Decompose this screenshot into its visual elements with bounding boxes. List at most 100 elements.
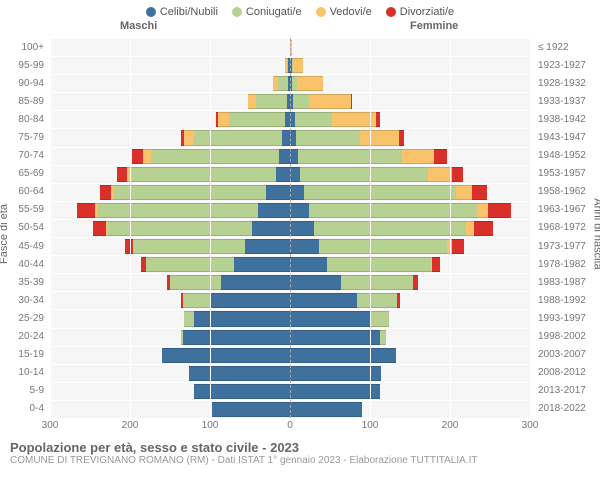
bar-segment-widowed bbox=[466, 221, 474, 236]
bar-segment-divorced bbox=[474, 221, 493, 236]
bar-male bbox=[273, 76, 290, 91]
age-label: 55-59 bbox=[0, 201, 48, 219]
y-axis-year-labels: ≤ 19221923-19271928-19321933-19371938-19… bbox=[534, 38, 600, 418]
bar-segment-married bbox=[256, 94, 286, 109]
bar-male bbox=[167, 275, 290, 290]
age-label: 15-19 bbox=[0, 346, 48, 364]
center-line bbox=[290, 38, 291, 418]
bar-female bbox=[290, 402, 362, 417]
bar-segment-single bbox=[290, 149, 298, 164]
bar-segment-single bbox=[290, 366, 381, 381]
bar-segment-married bbox=[296, 130, 360, 145]
year-label: 1923-1927 bbox=[538, 56, 600, 74]
bar-segment-single bbox=[290, 402, 362, 417]
bar-segment-married bbox=[370, 311, 389, 326]
year-label: 1983-1987 bbox=[538, 273, 600, 291]
bar-segment-divorced bbox=[452, 167, 463, 182]
bar-female bbox=[290, 293, 400, 308]
bar-segment-divorced bbox=[397, 293, 400, 308]
bar-segment-single bbox=[290, 384, 380, 399]
bar-segment-widowed bbox=[477, 203, 488, 218]
legend-item: Celibi/Nubili bbox=[146, 6, 218, 18]
bar-segment-single bbox=[221, 275, 290, 290]
chart-footer: Popolazione per età, sesso e stato civil… bbox=[0, 434, 600, 466]
age-label: 70-74 bbox=[0, 147, 48, 165]
year-label: 1953-1957 bbox=[538, 165, 600, 183]
x-tick: 0 bbox=[287, 420, 293, 431]
age-label: 95-99 bbox=[0, 56, 48, 74]
bar-female bbox=[290, 203, 511, 218]
bar-segment-divorced bbox=[432, 257, 440, 272]
bar-segment-married bbox=[304, 185, 456, 200]
legend-item: Coniugati/e bbox=[232, 6, 302, 18]
bar-segment-single bbox=[276, 167, 290, 182]
bar-segment-divorced bbox=[93, 221, 106, 236]
legend-label: Celibi/Nubili bbox=[160, 6, 218, 18]
bar-female bbox=[290, 149, 447, 164]
bar-male bbox=[100, 185, 290, 200]
bar-segment-single bbox=[212, 402, 290, 417]
year-label: 1993-1997 bbox=[538, 309, 600, 327]
x-tick: 300 bbox=[42, 420, 59, 431]
bar-segment-married bbox=[151, 149, 279, 164]
year-label: 2013-2017 bbox=[538, 382, 600, 400]
bar-segment-married bbox=[357, 293, 397, 308]
bar-segment-married bbox=[194, 130, 282, 145]
bar-segment-divorced bbox=[452, 239, 465, 254]
year-label: ≤ 1922 bbox=[538, 38, 600, 56]
bar-male bbox=[216, 112, 290, 127]
bar-segment-divorced bbox=[77, 203, 95, 218]
bar-segment-single bbox=[290, 293, 357, 308]
bar-segment-married bbox=[146, 257, 234, 272]
bar-segment-widowed bbox=[402, 149, 434, 164]
bar-segment-divorced bbox=[434, 149, 447, 164]
bar-segment-married bbox=[314, 221, 466, 236]
bar-segment-widowed bbox=[293, 58, 303, 73]
bar-male bbox=[117, 167, 290, 182]
bar-segment-divorced bbox=[117, 167, 127, 182]
bar-male bbox=[212, 402, 290, 417]
year-label: 1998-2002 bbox=[538, 328, 600, 346]
bar-segment-divorced bbox=[376, 112, 379, 127]
bar-female bbox=[290, 384, 380, 399]
bar-segment-married bbox=[98, 203, 258, 218]
bar-female bbox=[290, 130, 404, 145]
year-label: 2008-2012 bbox=[538, 364, 600, 382]
bar-segment-married bbox=[380, 330, 386, 345]
age-label: 5-9 bbox=[0, 382, 48, 400]
bar-segment-divorced bbox=[399, 130, 404, 145]
bar-segment-single bbox=[282, 130, 290, 145]
year-label: 1968-1972 bbox=[538, 219, 600, 237]
age-label: 80-84 bbox=[0, 110, 48, 128]
bar-female bbox=[290, 112, 380, 127]
legend-swatch bbox=[146, 7, 156, 17]
bar-segment-single bbox=[290, 311, 370, 326]
legend-label: Divorziati/e bbox=[400, 6, 454, 18]
bar-segment-married bbox=[327, 257, 431, 272]
x-tick: 100 bbox=[202, 420, 219, 431]
bar-male bbox=[181, 330, 290, 345]
age-label: 50-54 bbox=[0, 219, 48, 237]
bar-male bbox=[77, 203, 290, 218]
x-tick: 300 bbox=[522, 420, 539, 431]
bar-male bbox=[125, 239, 290, 254]
bar-segment-divorced bbox=[132, 149, 143, 164]
legend-label: Vedovi/e bbox=[330, 6, 372, 18]
bar-segment-single bbox=[210, 293, 290, 308]
age-label: 20-24 bbox=[0, 328, 48, 346]
legend: Celibi/Nubili Coniugati/e Vedovi/e Divorzia… bbox=[0, 0, 600, 20]
bar-male bbox=[194, 384, 290, 399]
bar-segment-married bbox=[184, 311, 194, 326]
y-axis-age-labels: 100+95-9990-9485-8980-8475-7970-7465-696… bbox=[0, 38, 48, 418]
x-tick: 200 bbox=[122, 420, 139, 431]
legend-swatch bbox=[316, 7, 326, 17]
bar-segment-married bbox=[309, 203, 477, 218]
bar-female bbox=[290, 76, 323, 91]
bar-segment-widowed bbox=[456, 185, 472, 200]
age-label: 85-89 bbox=[0, 92, 48, 110]
bar-segment-single bbox=[189, 366, 290, 381]
bar-segment-married bbox=[295, 112, 332, 127]
year-label: 2003-2007 bbox=[538, 346, 600, 364]
bar-segment-single bbox=[234, 257, 290, 272]
bar-segment-single bbox=[194, 384, 290, 399]
